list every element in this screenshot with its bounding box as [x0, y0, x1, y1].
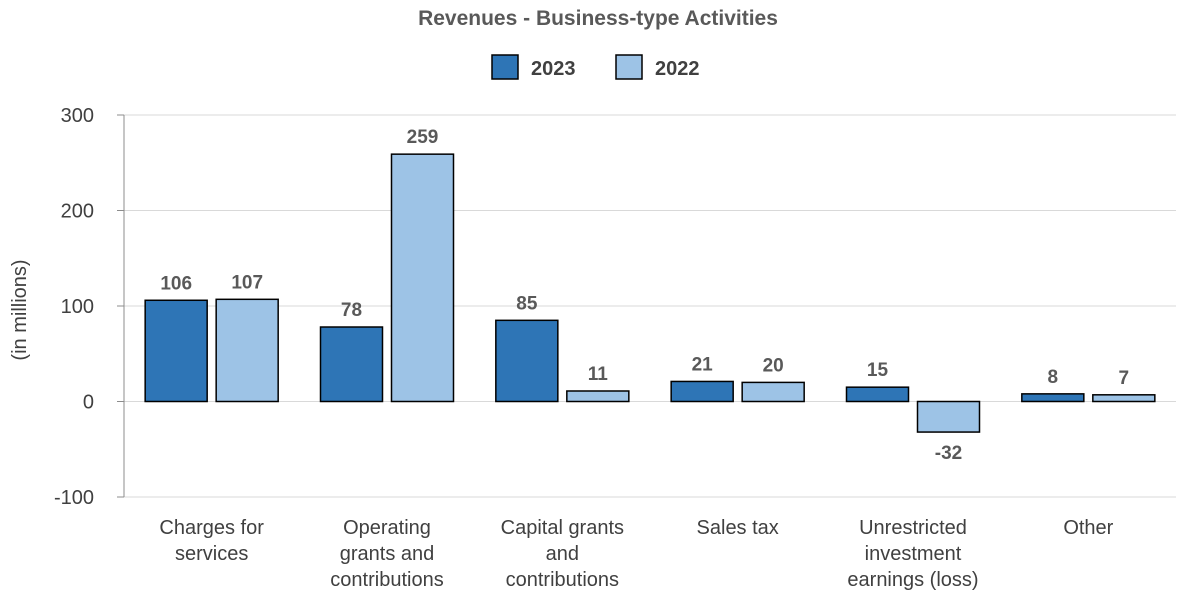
- data-label: 20: [763, 355, 784, 376]
- x-category-label: and: [546, 543, 579, 565]
- y-tick-label: 300: [61, 105, 94, 127]
- x-axis-categories: Charges for services Operating grants and co…: [159, 517, 1113, 591]
- bar-2023: [144, 299, 208, 403]
- y-tick-label: 200: [61, 201, 94, 223]
- data-label: 15: [867, 360, 889, 381]
- x-category-label: earnings (loss): [847, 569, 978, 591]
- data-label: 7: [1119, 368, 1130, 389]
- data-label: 8: [1048, 367, 1059, 388]
- x-category-label: grants and: [340, 543, 435, 565]
- bar-2022: [566, 390, 630, 403]
- legend-swatch-2022: [615, 54, 643, 80]
- x-category-label: Unrestricted: [859, 517, 967, 539]
- bar-2022: [215, 298, 279, 403]
- data-label: 85: [516, 293, 538, 314]
- x-category-label: Operating: [343, 517, 431, 539]
- legend: 2023 2022: [491, 54, 700, 80]
- bar-2023: [495, 319, 559, 403]
- data-label: 21: [692, 354, 714, 375]
- data-label: -32: [935, 443, 962, 464]
- chart-title: Revenues - Business-type Activities: [418, 7, 778, 30]
- data-label: 11: [588, 364, 609, 385]
- x-category-label: Other: [1063, 517, 1113, 539]
- bar-2022: [916, 400, 981, 433]
- bar-2023: [845, 386, 910, 403]
- data-label: 106: [160, 273, 192, 294]
- legend-swatch-2023: [491, 54, 519, 80]
- bar-2022: [390, 153, 455, 403]
- legend-label: 2022: [655, 58, 700, 80]
- y-axis-ticks: 300 200 100 0 -100: [54, 105, 124, 509]
- x-category-label: contributions: [506, 569, 619, 591]
- data-labels: 106 107 78 259 85 11 21 20 15 -32 8 7: [160, 127, 1129, 464]
- x-category-label: Sales tax: [697, 517, 779, 539]
- bar-2022: [1092, 394, 1156, 403]
- x-category-label: services: [175, 543, 248, 565]
- x-category-label: contributions: [330, 569, 443, 591]
- y-tick-label: 100: [61, 296, 94, 318]
- y-tick-label: -100: [54, 487, 94, 509]
- bar-2023: [1021, 393, 1085, 403]
- y-tick-label: 0: [83, 392, 94, 414]
- x-category-label: investment: [865, 543, 962, 565]
- data-label: 107: [231, 272, 263, 293]
- y-axis-label: (in millions): [9, 259, 31, 360]
- data-label: 78: [341, 300, 362, 321]
- legend-label: 2023: [531, 58, 576, 80]
- bar-2022: [741, 381, 805, 403]
- bars: [144, 153, 1156, 433]
- x-category-label: Capital grants: [501, 517, 624, 539]
- bar-2023: [670, 380, 734, 403]
- gridlines: [124, 114, 1176, 498]
- bar-2023: [319, 326, 384, 403]
- x-category-label: Charges for: [159, 517, 264, 539]
- data-label: 259: [407, 127, 439, 148]
